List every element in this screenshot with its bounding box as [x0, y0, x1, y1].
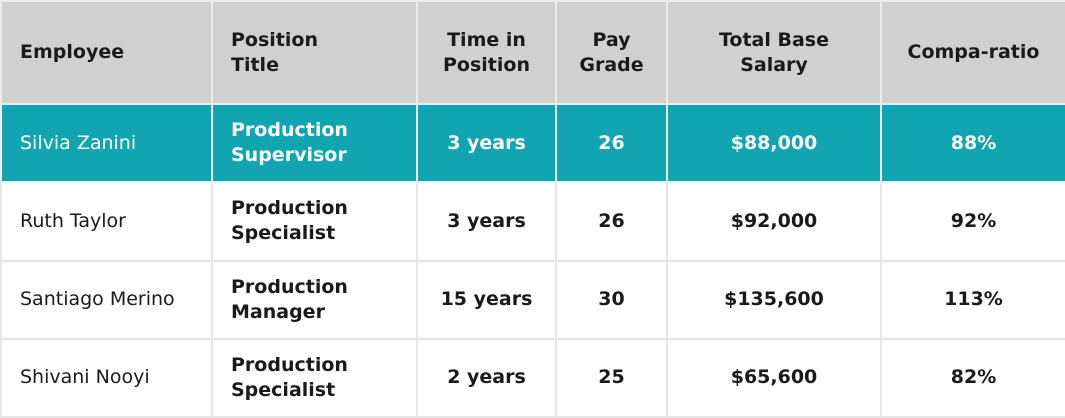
header-position-title-line1: Position	[231, 28, 318, 51]
cell-employee: Silvia Zanini	[0, 102, 213, 184]
header-compa-ratio: Compa-ratio	[880, 0, 1065, 105]
cell-compa-ratio: 92%	[880, 181, 1065, 262]
cell-position-title: Production Manager	[211, 259, 418, 340]
cell-pay-grade: 30	[555, 259, 668, 340]
header-total-base-salary-line2: Salary	[740, 53, 808, 76]
table-row: Shivani Nooyi Production Specialist 2 ye…	[0, 337, 1065, 418]
cell-position-title-line2: Specialist	[231, 222, 336, 245]
header-employee-label: Employee	[20, 41, 125, 63]
cell-time-in-position: 2 years	[416, 337, 557, 418]
cell-pay-grade: 26	[555, 102, 668, 184]
cell-position-title-line1: Production	[231, 275, 348, 298]
cell-employee: Ruth Taylor	[0, 181, 213, 262]
header-compa-ratio-label: Compa-ratio	[907, 41, 1040, 63]
table-header: Employee Position Title Time in Position…	[0, 0, 1065, 105]
header-position-title-line2: Title	[231, 53, 279, 76]
cell-position-title-line1: Production	[231, 353, 348, 376]
cell-time-in-position: 3 years	[416, 181, 557, 262]
cell-position-title: Production Specialist	[211, 337, 418, 418]
cell-total-base-salary: $92,000	[666, 181, 882, 262]
header-pay-grade: Pay Grade	[555, 0, 668, 105]
header-time-in-position-line2: Position	[443, 53, 530, 76]
table-body: Silvia Zanini Production Supervisor 3 ye…	[0, 102, 1065, 418]
cell-pay-grade: 25	[555, 337, 668, 418]
header-time-in-position-line1: Time in	[447, 28, 526, 51]
header-employee: Employee	[0, 0, 213, 105]
cell-total-base-salary: $135,600	[666, 259, 882, 340]
cell-position-title-line2: Specialist	[231, 378, 336, 401]
table-row-highlighted: Silvia Zanini Production Supervisor 3 ye…	[0, 102, 1065, 184]
header-total-base-salary: Total Base Salary	[666, 0, 882, 105]
cell-pay-grade: 26	[555, 181, 668, 262]
header-pay-grade-line2: Grade	[579, 53, 644, 76]
cell-time-in-position: 3 years	[416, 102, 557, 184]
header-position-title: Position Title	[211, 0, 418, 105]
cell-position-title-line1: Production	[231, 197, 348, 220]
cell-position-title: Production Supervisor	[211, 102, 418, 184]
cell-position-title-line1: Production	[231, 119, 348, 142]
cell-total-base-salary: $88,000	[666, 102, 882, 184]
cell-position-title-line2: Manager	[231, 300, 325, 323]
cell-total-base-salary: $65,600	[666, 337, 882, 418]
cell-position-title: Production Specialist	[211, 181, 418, 262]
cell-compa-ratio: 113%	[880, 259, 1065, 340]
cell-employee: Santiago Merino	[0, 259, 213, 340]
header-pay-grade-line1: Pay	[592, 28, 631, 51]
header-row: Employee Position Title Time in Position…	[0, 0, 1065, 105]
header-total-base-salary-line1: Total Base	[718, 28, 830, 51]
header-time-in-position: Time in Position	[416, 0, 557, 105]
table-row: Santiago Merino Production Manager 15 ye…	[0, 259, 1065, 340]
cell-time-in-position: 15 years	[416, 259, 557, 340]
table-row: Ruth Taylor Production Specialist 3 year…	[0, 181, 1065, 262]
cell-employee: Shivani Nooyi	[0, 337, 213, 418]
cell-compa-ratio: 82%	[880, 337, 1065, 418]
cell-compa-ratio: 88%	[880, 102, 1065, 184]
cell-position-title-line2: Supervisor	[231, 144, 347, 167]
